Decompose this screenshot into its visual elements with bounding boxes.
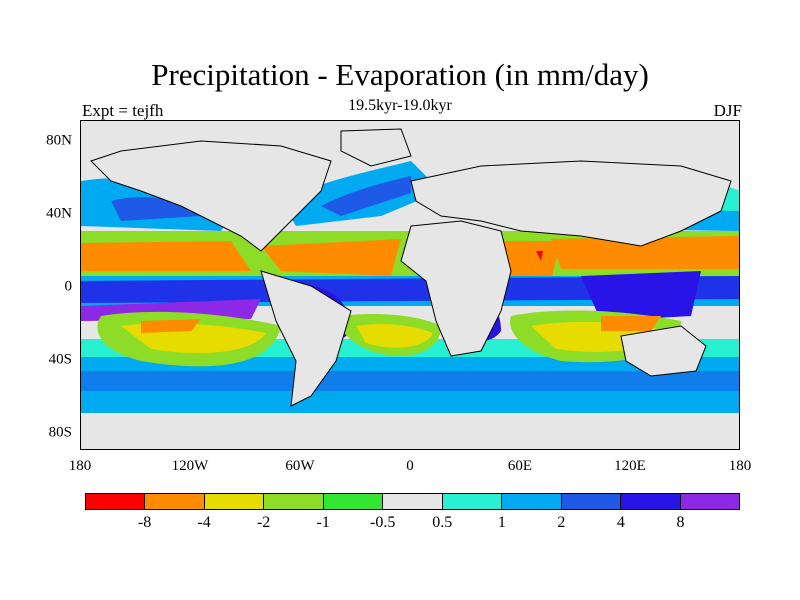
south-atlantic-yellow [356, 323, 433, 348]
colorbar-label: 2 [557, 514, 566, 531]
itcz-core [81, 276, 739, 303]
colorbar-swatch [145, 494, 205, 509]
colorbar-swatch [86, 494, 146, 509]
north-pacific-dry-west [551, 236, 739, 269]
lon-label: 60E [507, 458, 533, 474]
eurasia [410, 160, 732, 247]
continents [81, 128, 739, 449]
indian-ocean-orange [601, 316, 661, 331]
colorbar-swatch [502, 494, 562, 509]
lon-label: 120W [171, 458, 209, 474]
greenland [340, 128, 412, 167]
colorbar-swatch [323, 494, 384, 509]
north-atlantic-dry [261, 239, 401, 276]
lon-label: 60W [285, 458, 315, 474]
north-america [90, 140, 332, 252]
colorbar-swatch [442, 494, 503, 509]
north-atlantic-core [321, 176, 411, 216]
colorbar-swatch [561, 494, 622, 509]
north-pacific-core [111, 196, 201, 221]
red-patch [536, 251, 543, 261]
south-pacific-orange [141, 319, 201, 333]
lon-label: 120E [614, 458, 646, 474]
colorbar-label: -4 [197, 514, 211, 531]
experiment-label: Expt = tejfh [82, 101, 164, 120]
colorbar-swatch [264, 494, 324, 509]
maritime-continent-wet [581, 271, 701, 321]
colorbar-label: 4 [616, 514, 625, 531]
colorbar-label: -1 [316, 514, 330, 531]
colorbar-swatch [383, 494, 443, 509]
australia [620, 325, 707, 377]
lat-label: 80N [46, 132, 72, 149]
season-label: DJF [713, 101, 742, 120]
colorbar-label: -0.5 [370, 514, 396, 531]
south-america [260, 270, 352, 407]
colorbar-swatch [680, 494, 739, 509]
colorbar [85, 493, 740, 510]
lat-label: 0 [64, 278, 73, 295]
lon-label: 180 [68, 458, 92, 474]
antarctica [81, 421, 739, 449]
precipitation-map [81, 121, 739, 449]
lat-label: 80S [48, 424, 72, 441]
map-panel [80, 120, 740, 450]
lat-label: 40N [46, 205, 72, 222]
plot-subtitle: 19.5kyr-19.0kyr [348, 97, 452, 114]
lon-label: 0 [406, 458, 414, 474]
lat-label: 40S [48, 351, 72, 368]
colorbar-swatch [621, 494, 681, 509]
north-pacific-dry-east [81, 241, 251, 271]
colorbar-label: 1 [497, 514, 506, 531]
plot-title: Precipitation - Evaporation (in mm/day) [151, 57, 649, 92]
colorbar-label: -8 [137, 514, 152, 531]
colorbar-swatch [204, 494, 265, 509]
southern-blue-band [81, 371, 739, 391]
colorbar-label: 8 [676, 514, 685, 531]
colorbar-label: -2 [256, 514, 271, 531]
colorbar-label: 0.5 [432, 514, 453, 531]
africa [400, 220, 512, 357]
lon-label: 180 [728, 458, 752, 474]
